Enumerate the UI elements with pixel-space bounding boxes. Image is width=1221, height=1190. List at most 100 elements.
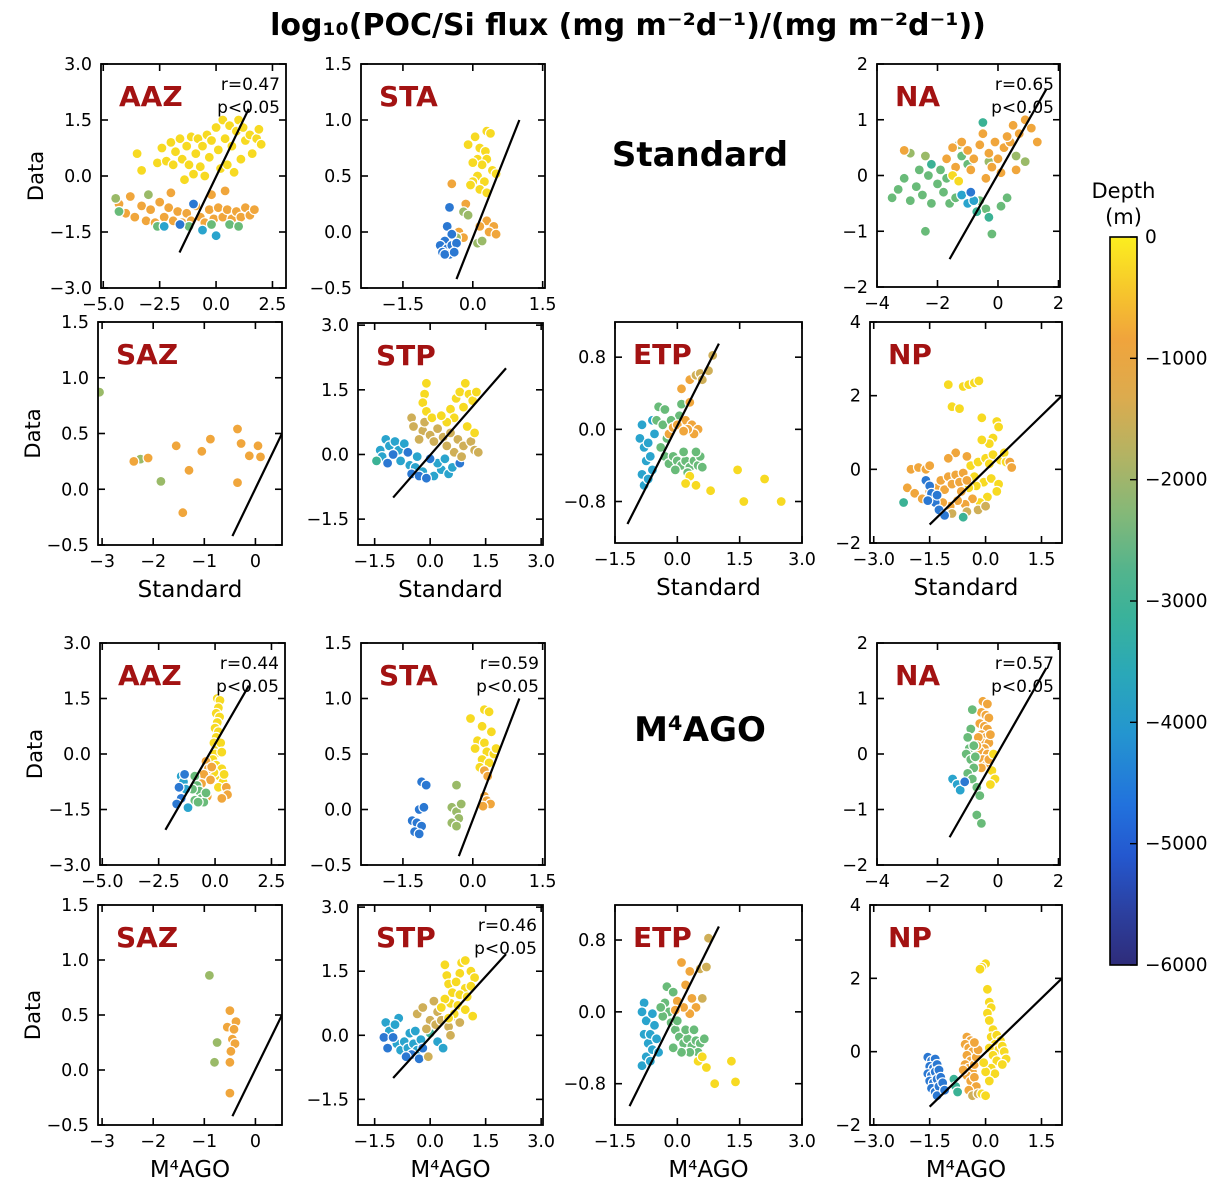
x-tick-label: 3.0 — [788, 550, 816, 570]
y-tick-label: 0.0 — [321, 445, 349, 465]
x-tick-label: 2.5 — [259, 295, 287, 315]
y-tick-label: 1.5 — [324, 634, 352, 654]
x-tick-label: 1.5 — [472, 552, 500, 572]
scatter-points — [636, 932, 742, 1090]
y-tick-label: −1.5 — [307, 510, 350, 530]
y-tick-label: 0 — [850, 460, 861, 480]
y-tick-label: 0.0 — [578, 420, 606, 440]
x-tick-label: 0 — [250, 552, 261, 572]
y-tick-label: 0 — [850, 1043, 861, 1063]
region-label: NP — [888, 921, 932, 954]
x-tick-label: 0.0 — [663, 1132, 691, 1152]
colorbar-units: (m) — [1105, 205, 1142, 229]
fit-line — [455, 119, 521, 280]
x-tick-label: −1.5 — [594, 550, 637, 570]
x-axis-label: Standard — [398, 577, 503, 603]
fit-line — [392, 367, 507, 499]
scatter-points — [434, 125, 502, 260]
x-tick-label: 0 — [250, 1132, 261, 1152]
y-tick-label: 3.0 — [64, 55, 92, 75]
axis-ticks: −3.0 −1.5 0.0 1.5 4 2 0 −2 — [835, 313, 1062, 570]
y-tick-label: 2 — [850, 969, 861, 989]
region-label: AAZ — [118, 659, 182, 692]
x-axis-label: M⁴AGO — [668, 1157, 748, 1183]
y-tick-label: 2 — [857, 55, 868, 75]
y-tick-label: −2 — [835, 534, 861, 554]
y-tick-label: 0.8 — [578, 931, 606, 951]
scatter-points — [171, 692, 234, 814]
stat-p: p<0.05 — [991, 98, 1054, 118]
panel-m_np: −3.0 −1.5 0.0 1.5 4 2 0 −2 NP M⁴AGO — [835, 896, 1063, 1183]
region-label: SAZ — [116, 338, 178, 371]
y-tick-label: 1.0 — [61, 951, 89, 971]
axis-box — [869, 321, 1063, 544]
stat-r: r=0.59 — [480, 654, 539, 674]
axis-ticks: −1.5 0.0 1.5 1.5 1.0 0.5 0.0 −0.5 — [310, 634, 557, 892]
y-tick-label: −1 — [842, 222, 868, 242]
axis-box — [869, 904, 1063, 1126]
x-tick-label: 3.0 — [527, 1132, 555, 1152]
x-tick-label: −2 — [140, 552, 166, 572]
fit-line — [178, 108, 250, 254]
x-tick-label: 1.5 — [529, 295, 557, 315]
y-tick-label: 1.5 — [321, 962, 349, 982]
x-tick-label: 0.0 — [416, 1132, 444, 1152]
colorbar-tick-label: −2000 — [1145, 470, 1208, 491]
y-tick-label: 0 — [857, 167, 868, 187]
colorbar-tick-label: −1000 — [1145, 348, 1208, 369]
x-tick-label: 0.0 — [972, 1132, 1000, 1152]
stat-p: p<0.05 — [217, 98, 280, 118]
y-axis-label: Data — [21, 990, 45, 1040]
x-tick-label: 1.5 — [726, 1132, 754, 1152]
x-tick-label: 1.5 — [1028, 1132, 1056, 1152]
x-tick-label: −1.5 — [908, 1132, 951, 1152]
y-tick-label: 0.0 — [578, 1003, 606, 1023]
colorbar: Depth(m)0 −1000 −2000 −3000 −4000 −5000 −6000 — [1092, 179, 1208, 976]
y-tick-label: 1.5 — [61, 896, 89, 916]
x-tick-label: 2 — [1053, 294, 1064, 314]
fit-line — [231, 1014, 282, 1117]
y-tick-label: 3.0 — [321, 316, 349, 336]
scatter-points — [378, 954, 481, 1065]
x-tick-label: 1.5 — [1028, 550, 1056, 570]
y-tick-label: 0.8 — [578, 348, 606, 368]
y-tick-label: 2 — [850, 387, 861, 407]
x-tick-label: 0.0 — [459, 295, 487, 315]
y-tick-label: −2 — [835, 1116, 861, 1136]
axis-ticks: −1.5 0.0 1.5 3.0 0.8 0.0 −0.8 — [564, 322, 816, 570]
section-label-m4ago: M⁴AGO — [634, 710, 766, 750]
panel-m_etp: −1.5 0.0 1.5 3.0 0.8 0.0 −0.8 ETP M⁴AGO — [564, 904, 816, 1183]
axis-ticks: −5.0 −2.5 0.0 2.5 3.0 1.5 0.0 −1.5 −3.0 — [49, 634, 286, 892]
region-label: ETP — [633, 338, 692, 371]
stat-p: p<0.05 — [216, 677, 279, 697]
panel-m_sta: −1.5 0.0 1.5 1.5 1.0 0.5 0.0 −0.5 STA r=0.59 p<0.0… — [310, 634, 557, 892]
y-tick-label: 1.5 — [324, 55, 352, 75]
y-tick-label: −0.5 — [47, 536, 90, 556]
scatter-points — [406, 703, 502, 840]
y-axis-label: Data — [21, 408, 45, 458]
panel-s_np: −3.0 −1.5 0.0 1.5 4 2 0 −2 NP Standard — [835, 313, 1063, 601]
y-tick-label: −0.8 — [564, 1075, 607, 1095]
x-tick-label: −3 — [89, 552, 115, 572]
y-tick-label: −1.5 — [49, 801, 92, 821]
region-label: STA — [379, 80, 438, 113]
colorbar-tick-label: −3000 — [1145, 591, 1208, 612]
x-tick-label: −1.5 — [594, 1132, 637, 1152]
fit-line — [948, 667, 1048, 838]
x-tick-label: −2.5 — [137, 872, 180, 892]
y-tick-label: 0.0 — [321, 1026, 349, 1046]
y-tick-label: −2 — [842, 278, 868, 298]
y-tick-label: 0 — [857, 745, 868, 765]
y-tick-label: 1.0 — [61, 369, 89, 389]
x-tick-label: 1.5 — [472, 1132, 500, 1152]
axis-ticks: −3 −2 −1 0 1.5 1.0 0.5 0.0 −0.5 — [47, 896, 282, 1152]
y-tick-label: 0.0 — [324, 223, 352, 243]
y-tick-label: −3.0 — [49, 856, 92, 876]
x-tick-label: −1.5 — [353, 1132, 396, 1152]
y-tick-label: −1.5 — [307, 1090, 350, 1110]
x-tick-label: −2.5 — [138, 295, 181, 315]
x-tick-label: −4 — [864, 872, 890, 892]
